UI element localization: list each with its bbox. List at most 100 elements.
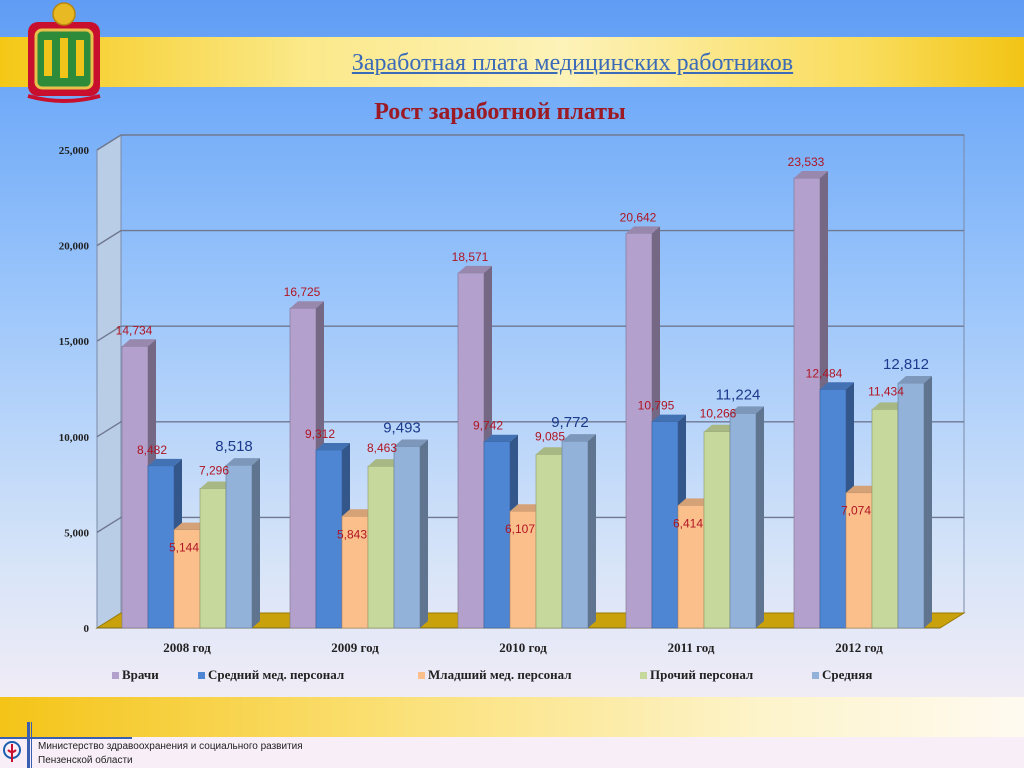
- data-label: 20,642: [620, 210, 657, 224]
- legend-label: Средний мед. персонал: [208, 667, 344, 682]
- bar-front: [289, 307, 317, 629]
- data-label: 8,518: [215, 438, 253, 455]
- data-label: 18,571: [452, 250, 489, 264]
- bar-front: [561, 440, 589, 629]
- page-title: Заработная плата медицинских работников: [351, 50, 794, 76]
- data-label: 9,312: [305, 427, 335, 441]
- bar-top: [678, 498, 712, 506]
- bar-top: [794, 171, 828, 179]
- legend-swatch: [418, 672, 425, 679]
- footer-divider: [0, 737, 132, 739]
- bar-front: [341, 515, 369, 629]
- bar: [457, 265, 492, 629]
- bar-front: [703, 431, 731, 629]
- bar-front: [483, 441, 511, 629]
- y-tick-label: 20,000: [59, 241, 90, 253]
- legend-swatch: [112, 672, 119, 679]
- gridline: [96, 229, 964, 247]
- data-label: 7,074: [841, 504, 871, 518]
- footer-line-2: Пензенской области: [38, 755, 133, 766]
- bar-top: [510, 504, 544, 512]
- bar-front: [367, 465, 395, 629]
- bar-front: [793, 177, 821, 629]
- bar-top: [536, 447, 570, 455]
- bar-front: [225, 464, 253, 629]
- legend-swatch: [812, 672, 819, 679]
- data-label: 7,296: [199, 464, 229, 478]
- legend-swatch: [640, 672, 647, 679]
- bar-front: [457, 272, 485, 629]
- legend-label: Прочий персонал: [650, 667, 753, 682]
- data-label: 16,725: [284, 285, 321, 299]
- bar-top: [704, 424, 738, 432]
- medical-logo-icon: [3, 741, 21, 762]
- bar-front: [729, 413, 757, 629]
- data-label: 6,414: [673, 516, 703, 530]
- bar: [225, 458, 260, 629]
- bar-top: [484, 434, 518, 442]
- bar-top: [562, 434, 596, 442]
- data-label: 12,812: [883, 356, 929, 373]
- footer-vertical-line-thin: [31, 722, 32, 768]
- x-category-label: 2010 год: [499, 640, 547, 655]
- data-label: 8,482: [137, 443, 167, 457]
- bar-top: [226, 458, 260, 466]
- data-label: 9,772: [551, 414, 589, 431]
- data-label: 6,107: [505, 522, 535, 536]
- data-label: 9,085: [535, 429, 565, 443]
- bar-front: [393, 446, 421, 629]
- legend-label: Средняя: [822, 667, 872, 682]
- coat-of-arms-emblem: [27, 2, 101, 103]
- bar: [651, 414, 686, 629]
- bar-side: [588, 434, 596, 628]
- bar-front: [819, 389, 847, 629]
- data-label: 11,224: [716, 386, 761, 403]
- bar-top: [290, 301, 324, 309]
- chart-side-wall: [96, 134, 122, 629]
- labels-layer: 14,734 8,482 5,144 7,296 8,518 2008 год 16,725…: [116, 155, 929, 655]
- bar-top: [458, 265, 492, 273]
- data-label: 10,795: [638, 399, 675, 413]
- salary-bar-chart: 0 5,000 10,000 15,000 20,000 25,000 14,734 8,4…: [59, 134, 966, 682]
- bar-top: [820, 382, 854, 390]
- legend-label: Врачи: [122, 667, 159, 682]
- legend-swatch: [198, 672, 205, 679]
- y-tick-label: 25,000: [59, 145, 90, 157]
- x-category-label: 2009 год: [331, 640, 379, 655]
- bar-front: [121, 345, 149, 629]
- data-label: 8,463: [367, 441, 397, 455]
- bar-front: [199, 488, 227, 629]
- bar: [483, 434, 518, 629]
- bar-front: [173, 529, 201, 629]
- bar-side: [924, 376, 932, 628]
- chart-title: Рост заработной платы: [374, 99, 626, 125]
- bar-top: [652, 414, 686, 422]
- data-label: 5,843: [337, 527, 367, 541]
- data-label: 23,533: [788, 155, 825, 169]
- bar-top: [898, 376, 932, 384]
- bar-top: [626, 226, 660, 234]
- bar-top: [174, 522, 208, 530]
- bar: [729, 406, 764, 629]
- footer-line-1: Министерство здравоохранения и социально…: [38, 741, 303, 752]
- y-tick-label: 10,000: [59, 432, 90, 444]
- bar-side: [252, 458, 260, 628]
- bar-top: [394, 439, 428, 447]
- gridline: [96, 134, 964, 151]
- legend-layer: Врачи Средний мед. персонал Младший мед. п…: [112, 667, 872, 682]
- x-category-label: 2011 год: [668, 640, 715, 655]
- bar-top: [122, 339, 156, 347]
- bar: [897, 376, 932, 629]
- bar-top: [148, 458, 182, 466]
- bar-top: [872, 402, 906, 410]
- data-label: 9,493: [383, 419, 421, 436]
- footer: [0, 737, 1024, 768]
- bar-top: [342, 509, 376, 517]
- data-label: 11,434: [868, 384, 904, 398]
- data-label: 12,484: [806, 366, 843, 380]
- bar-front: [845, 492, 873, 629]
- footer-text: Министерство здравоохранения и социально…: [38, 740, 303, 768]
- bar-front: [535, 453, 563, 629]
- bar-top: [368, 459, 402, 467]
- x-category-label: 2012 год: [835, 640, 883, 655]
